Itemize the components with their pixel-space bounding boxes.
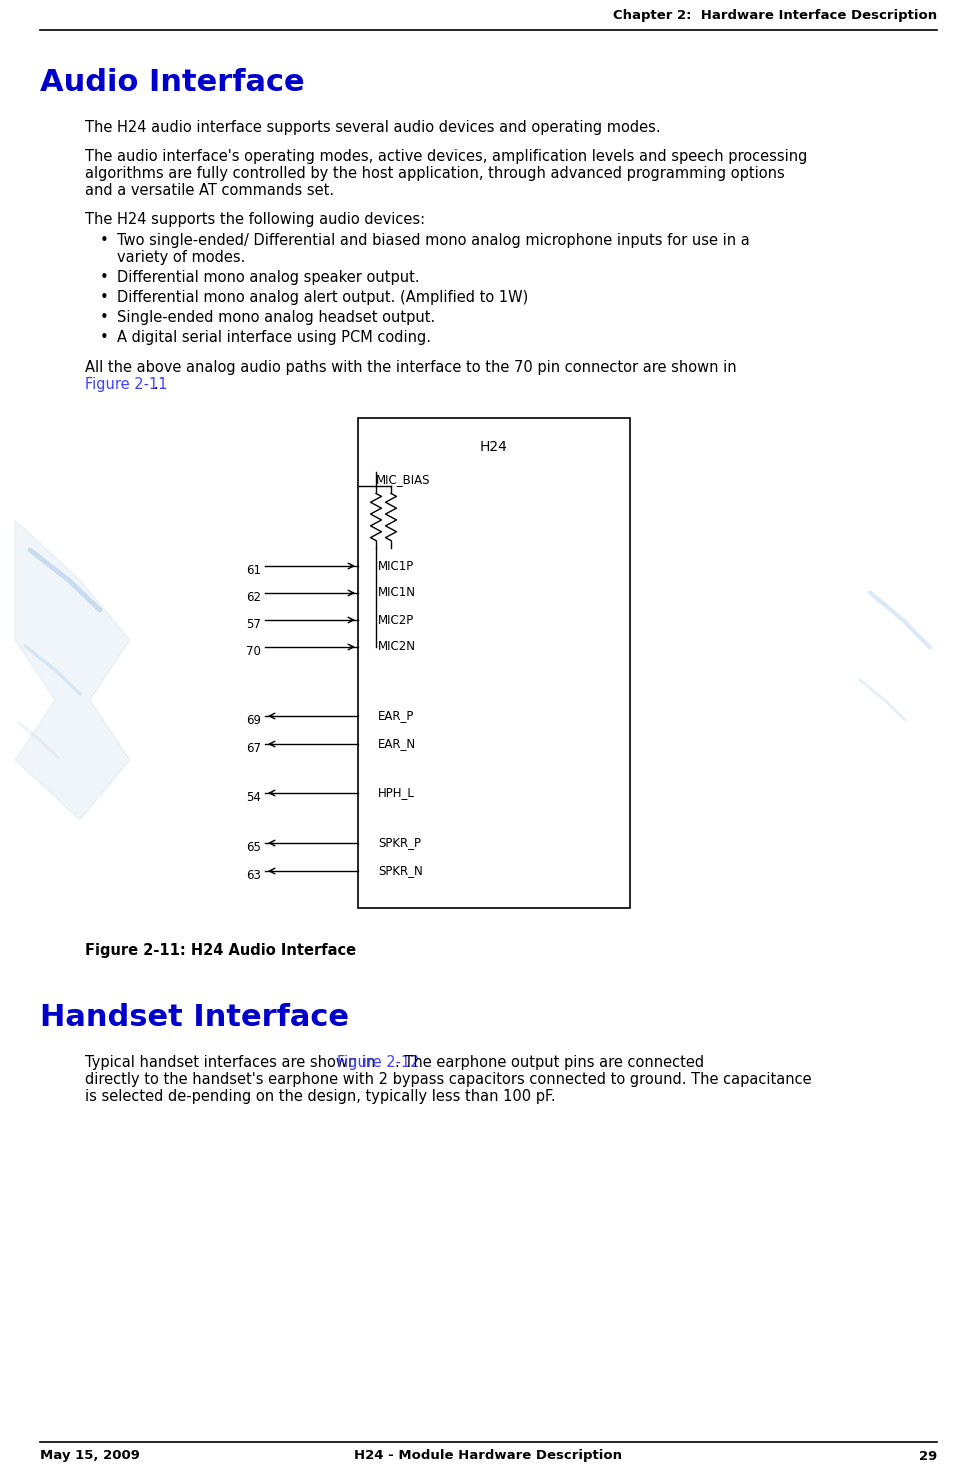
Text: 29: 29 bbox=[918, 1450, 937, 1463]
Text: Figure 2-12: Figure 2-12 bbox=[337, 1055, 420, 1070]
Text: variety of modes.: variety of modes. bbox=[117, 250, 245, 265]
Text: The H24 audio interface supports several audio devices and operating modes.: The H24 audio interface supports several… bbox=[85, 120, 660, 134]
Text: Figure 2-11: Figure 2-11 bbox=[85, 377, 167, 392]
Text: .: . bbox=[153, 377, 157, 392]
Text: •: • bbox=[100, 290, 108, 304]
Text: Differential mono analog alert output. (Amplified to 1W): Differential mono analog alert output. (… bbox=[117, 290, 529, 304]
Text: The H24 supports the following audio devices:: The H24 supports the following audio dev… bbox=[85, 211, 425, 228]
Text: The audio interface's operating modes, active devices, amplification levels and : The audio interface's operating modes, a… bbox=[85, 149, 807, 164]
Text: 65: 65 bbox=[246, 841, 261, 854]
Text: 70: 70 bbox=[246, 644, 261, 658]
Text: MIC2P: MIC2P bbox=[378, 613, 414, 627]
Text: EAR_N: EAR_N bbox=[378, 738, 416, 751]
Text: Chapter 2:  Hardware Interface Description: Chapter 2: Hardware Interface Descriptio… bbox=[613, 9, 937, 22]
Text: Two single-ended/ Differential and biased mono analog microphone inputs for use : Two single-ended/ Differential and biase… bbox=[117, 234, 749, 248]
Text: MIC1N: MIC1N bbox=[378, 587, 416, 600]
Text: algorithms are fully controlled by the host application, through advanced progra: algorithms are fully controlled by the h… bbox=[85, 166, 785, 180]
Text: MIC1P: MIC1P bbox=[378, 560, 414, 572]
Text: 57: 57 bbox=[246, 618, 261, 631]
Polygon shape bbox=[15, 520, 130, 820]
Text: 63: 63 bbox=[246, 869, 261, 882]
Text: 67: 67 bbox=[246, 742, 261, 755]
Text: •: • bbox=[100, 234, 108, 248]
Text: All the above analog audio paths with the interface to the 70 pin connector are : All the above analog audio paths with th… bbox=[85, 361, 737, 375]
Text: •: • bbox=[100, 330, 108, 344]
Text: . The earphone output pins are connected: . The earphone output pins are connected bbox=[395, 1055, 704, 1070]
Text: Figure 2-11: H24 Audio Interface: Figure 2-11: H24 Audio Interface bbox=[85, 943, 357, 958]
Text: A digital serial interface using PCM coding.: A digital serial interface using PCM cod… bbox=[117, 330, 431, 344]
Text: May 15, 2009: May 15, 2009 bbox=[40, 1450, 140, 1463]
Text: and a versatile AT commands set.: and a versatile AT commands set. bbox=[85, 183, 334, 198]
Text: H24 - Module Hardware Description: H24 - Module Hardware Description bbox=[354, 1450, 622, 1463]
Text: HPH_L: HPH_L bbox=[378, 786, 415, 800]
Text: 69: 69 bbox=[246, 714, 261, 727]
Text: MIC_BIAS: MIC_BIAS bbox=[376, 473, 431, 486]
Text: 62: 62 bbox=[246, 591, 261, 605]
Text: directly to the handset's earphone with 2 bypass capacitors connected to ground.: directly to the handset's earphone with … bbox=[85, 1072, 812, 1086]
Text: Single-ended mono analog headset output.: Single-ended mono analog headset output. bbox=[117, 310, 435, 325]
Text: SPKR_N: SPKR_N bbox=[378, 865, 423, 878]
Text: Handset Interface: Handset Interface bbox=[40, 1004, 349, 1032]
Text: SPKR_P: SPKR_P bbox=[378, 837, 421, 850]
Text: •: • bbox=[100, 270, 108, 285]
Text: •: • bbox=[100, 310, 108, 325]
Text: EAR_P: EAR_P bbox=[378, 709, 414, 723]
Text: is selected de-pending on the design, typically less than 100 pF.: is selected de-pending on the design, ty… bbox=[85, 1089, 556, 1104]
Bar bbox=[358, 418, 630, 907]
Text: Typical handset interfaces are shown in: Typical handset interfaces are shown in bbox=[85, 1055, 380, 1070]
Text: 61: 61 bbox=[246, 565, 261, 576]
Text: Differential mono analog speaker output.: Differential mono analog speaker output. bbox=[117, 270, 420, 285]
Text: Audio Interface: Audio Interface bbox=[40, 68, 305, 98]
Text: MIC2N: MIC2N bbox=[378, 640, 416, 653]
Text: 54: 54 bbox=[246, 791, 261, 804]
Text: H24: H24 bbox=[480, 440, 508, 454]
